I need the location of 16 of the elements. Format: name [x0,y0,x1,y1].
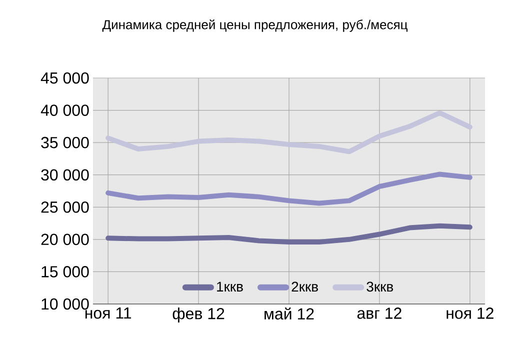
y-tick-label: 35 000 [41,136,89,148]
chart-title: Динамика средней цены предложения, руб./месяц [102,20,408,32]
y-tick-label: 10 000 [42,298,89,310]
x-tick-label: фев 12 [172,308,224,322]
y-tick-label: 15 000 [42,266,89,278]
x-tick-label: авг 12 [357,308,402,319]
y-tick-label: 45 000 [40,72,89,84]
y-tick-label: 25 000 [41,201,89,213]
y-tick-label: 20 000 [41,234,89,246]
y-tick-label: 40 000 [40,104,89,116]
legend-label: 2ккв [292,282,318,292]
y-tick-label: 30 000 [41,169,89,181]
x-tick-label: май 12 [264,308,314,320]
x-tick-label: ноя 12 [446,308,494,319]
legend-label: 1ккв [217,282,243,292]
legend-label: 3ккв [366,282,394,292]
